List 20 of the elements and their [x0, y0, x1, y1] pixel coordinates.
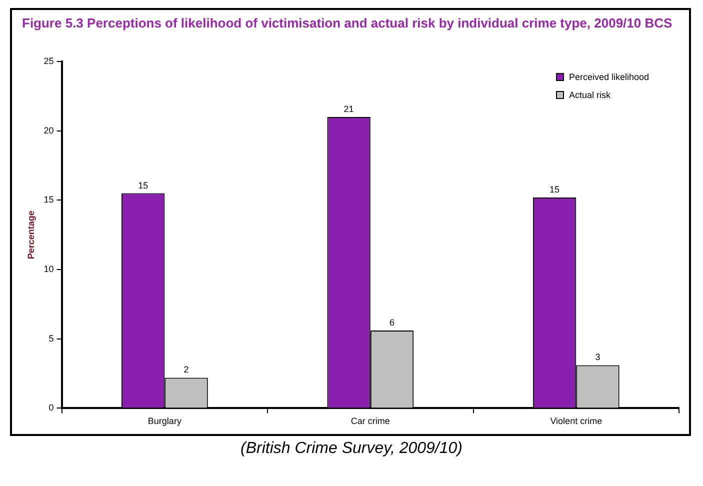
data-label: 6: [390, 318, 395, 328]
text: (British Crime Survey, 2009/10): [240, 440, 464, 458]
legend-label: Perceived likelihood: [569, 72, 650, 82]
x-tick-label: Car crime: [350, 416, 390, 426]
y-tick-label: 15: [44, 194, 54, 205]
legend-label: Actual risk: [569, 90, 611, 100]
data-label: 15: [550, 184, 560, 194]
data-label: 3: [595, 352, 600, 362]
y-tick-label: 0: [48, 402, 54, 413]
chart-title: Figure 5.3 Perceptions of likelihood of victimisation and actual risk by individual crime type, 2009/10 BCS: [22, 15, 673, 30]
y-axis-title: Percentage: [26, 210, 36, 260]
y-tick-label: 10: [44, 264, 54, 274]
x-tick-label: Violent crime: [550, 416, 602, 426]
data-label: 15: [138, 180, 148, 190]
data-label: 21: [344, 104, 354, 114]
y-tick-label: 25: [44, 56, 54, 66]
y-tick-label: 5: [48, 333, 54, 344]
x-tick-label: Burglary: [148, 416, 182, 426]
y-tick-label: 20: [44, 125, 54, 136]
data-label: 2: [184, 364, 189, 375]
